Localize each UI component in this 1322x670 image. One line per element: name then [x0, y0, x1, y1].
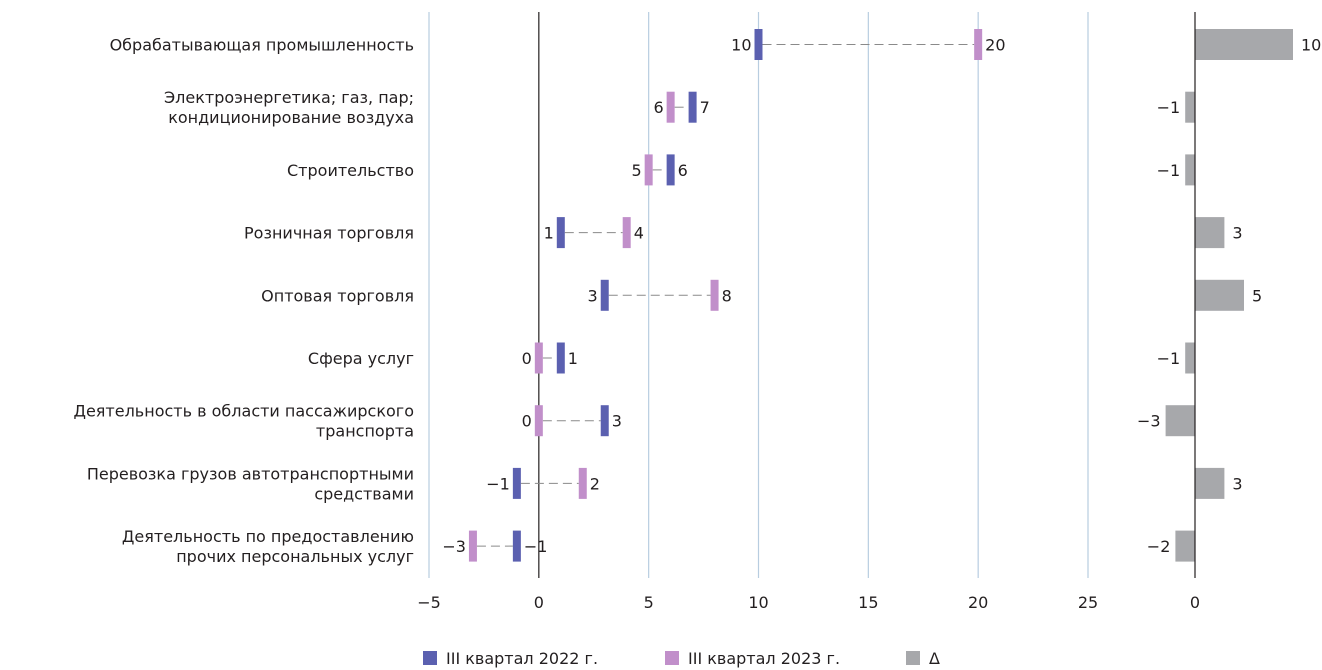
markers — [468, 29, 983, 562]
delta-bar — [1165, 405, 1195, 437]
legend-label: III квартал 2023 г. — [688, 649, 840, 668]
legend-label: Δ — [929, 649, 940, 668]
value-label: 0 — [522, 349, 532, 368]
legend-swatch — [423, 651, 437, 665]
delta-label: −2 — [1147, 537, 1171, 556]
value-label: 3 — [612, 412, 622, 431]
marker-2022 — [754, 29, 763, 60]
x-tick-labels: −5 0 5 10 15 20 25 — [417, 593, 1098, 612]
marker-2023 — [644, 154, 653, 186]
legend-swatch — [906, 651, 920, 665]
value-label: −1 — [486, 474, 510, 493]
marker-2022 — [512, 530, 521, 562]
value-label: −3 — [442, 537, 466, 556]
value-label: 6 — [653, 98, 663, 117]
value-label: 1 — [568, 349, 578, 368]
marker-2022 — [600, 405, 609, 437]
marker-2023 — [534, 342, 543, 374]
delta-label: −1 — [1157, 349, 1181, 368]
delta-tick-label: 0 — [1190, 593, 1200, 612]
x-tick-label: 5 — [644, 593, 654, 612]
marker-2023 — [710, 279, 719, 311]
category-label: Деятельность в области пассажирского — [73, 402, 414, 421]
marker-2023 — [534, 405, 543, 437]
x-tick-label: 10 — [748, 593, 768, 612]
marker-2022 — [666, 154, 675, 186]
delta-label: −1 — [1157, 98, 1181, 117]
category-labels: Обрабатывающая промышленность Электроэнер… — [73, 36, 414, 567]
category-label: Розничная торговля — [244, 224, 414, 243]
delta-label: 3 — [1232, 474, 1242, 493]
value-label: 5 — [631, 161, 641, 180]
delta-bar — [1185, 154, 1195, 186]
x-tick-label: 15 — [858, 593, 878, 612]
category-label: Обрабатывающая промышленность — [110, 36, 414, 55]
value-label: 6 — [678, 161, 688, 180]
delta-label: 5 — [1252, 286, 1262, 305]
value-label: 10 — [731, 36, 751, 55]
value-label: 0 — [522, 412, 532, 431]
category-label: Сфера услуг — [308, 349, 414, 368]
connectors — [476, 44, 975, 547]
marker-2023 — [578, 467, 587, 499]
value-label: −1 — [524, 537, 548, 556]
delta-bar — [1195, 217, 1225, 249]
delta-bar — [1185, 342, 1195, 374]
gridlines — [428, 12, 1089, 578]
category-label: транспорта — [316, 422, 414, 441]
delta-label: 10 — [1301, 36, 1321, 55]
marker-2023 — [974, 29, 983, 60]
x-tick-label: 0 — [534, 593, 544, 612]
value-label: 7 — [700, 98, 710, 117]
delta-label: −3 — [1137, 412, 1161, 431]
category-label: прочих персональных услуг — [176, 547, 414, 566]
value-label: 20 — [985, 36, 1005, 55]
value-label: 8 — [722, 286, 732, 305]
delta-bar — [1195, 279, 1244, 311]
marker-2022 — [688, 91, 697, 123]
category-label: Оптовая торговля — [261, 286, 414, 305]
value-label: 1 — [544, 224, 554, 243]
delta-panel: 10 −1 −1 3 5 −1 −3 3 −2 0 — [1137, 12, 1321, 612]
value-label: 2 — [590, 474, 600, 493]
marker-2022 — [600, 279, 609, 311]
value-label: 3 — [588, 286, 598, 305]
category-label: Электроэнергетика; газ, пар; — [164, 88, 414, 107]
category-label: кондиционирование воздуха — [168, 108, 414, 127]
marker-2023 — [622, 217, 631, 249]
marker-2023 — [468, 530, 477, 562]
delta-bar — [1175, 530, 1195, 562]
x-tick-label: 20 — [968, 593, 988, 612]
delta-bar — [1195, 29, 1293, 60]
marker-2022 — [556, 342, 565, 374]
delta-label: −1 — [1157, 161, 1181, 180]
category-label: Деятельность по предоставлению — [122, 527, 414, 546]
marker-2022 — [512, 467, 521, 499]
delta-bar — [1195, 467, 1225, 499]
x-tick-label: −5 — [417, 593, 441, 612]
delta-bar — [1185, 91, 1195, 123]
marker-2022 — [556, 217, 565, 249]
legend: III квартал 2022 г. III квартал 2023 г. Δ — [423, 649, 940, 668]
marker-2023 — [666, 91, 675, 123]
value-labels: 10 206 75 61 43 80 10 3−1 2−3 −1 — [442, 36, 1005, 557]
value-label: 4 — [634, 224, 644, 243]
legend-swatch — [665, 651, 679, 665]
category-label: средствами — [314, 484, 414, 503]
category-label: Перевозка грузов автотранспортными — [87, 464, 414, 483]
legend-label: III квартал 2022 г. — [446, 649, 598, 668]
category-label: Строительство — [287, 161, 414, 180]
delta-label: 3 — [1232, 224, 1242, 243]
x-tick-label: 25 — [1078, 593, 1098, 612]
